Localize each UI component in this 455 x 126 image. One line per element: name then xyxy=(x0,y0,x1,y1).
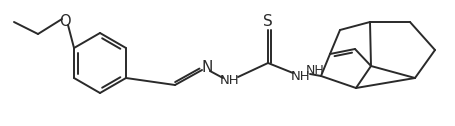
Text: S: S xyxy=(263,14,273,29)
Text: N: N xyxy=(201,60,212,75)
Text: NH: NH xyxy=(220,73,240,87)
Text: O: O xyxy=(59,14,71,29)
Text: NH: NH xyxy=(291,70,311,83)
Text: NH: NH xyxy=(306,65,324,77)
